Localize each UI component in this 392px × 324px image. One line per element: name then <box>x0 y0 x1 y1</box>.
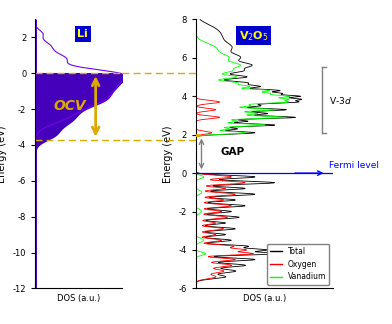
Vanadium <box>201 237 205 241</box>
Total <box>230 125 235 129</box>
Total <box>224 237 229 241</box>
Oxygen <box>194 17 198 21</box>
Text: Fermi level: Fermi level <box>329 161 379 170</box>
Vanadium <box>194 184 198 188</box>
Line: Oxygen: Oxygen <box>196 19 253 288</box>
Vanadium <box>225 125 230 129</box>
Vanadium <box>255 111 260 115</box>
Oxygen <box>216 237 220 241</box>
Vanadium <box>194 17 198 21</box>
Total <box>212 184 217 188</box>
Oxygen <box>194 125 198 129</box>
Total <box>245 65 250 69</box>
Text: Li: Li <box>77 29 88 39</box>
Line: Vanadium: Vanadium <box>196 19 290 288</box>
Line: Total: Total <box>196 19 302 288</box>
Text: V-$\it{3d}$: V-$\it{3d}$ <box>329 95 352 106</box>
Vanadium <box>234 65 239 69</box>
Total <box>194 286 198 290</box>
Oxygen <box>194 111 199 115</box>
Oxygen <box>205 184 210 188</box>
Vanadium <box>241 86 246 90</box>
Oxygen <box>194 65 198 69</box>
Text: GAP: GAP <box>221 147 245 157</box>
X-axis label: DOS (a.u.): DOS (a.u.) <box>243 294 286 303</box>
Total <box>265 111 270 115</box>
Vanadium <box>194 286 198 290</box>
Total <box>250 86 255 90</box>
Text: OCV: OCV <box>53 99 86 113</box>
Y-axis label: Energy (eV): Energy (eV) <box>163 125 173 183</box>
Legend: Total, Oxygen, Vanadium: Total, Oxygen, Vanadium <box>267 244 329 284</box>
Oxygen <box>194 286 198 290</box>
Y-axis label: Energy (eV): Energy (eV) <box>0 125 7 183</box>
Oxygen <box>194 86 198 90</box>
X-axis label: DOS (a.u.): DOS (a.u.) <box>57 294 100 303</box>
Text: V$_2$O$_5$: V$_2$O$_5$ <box>239 29 269 43</box>
Total <box>198 17 202 21</box>
